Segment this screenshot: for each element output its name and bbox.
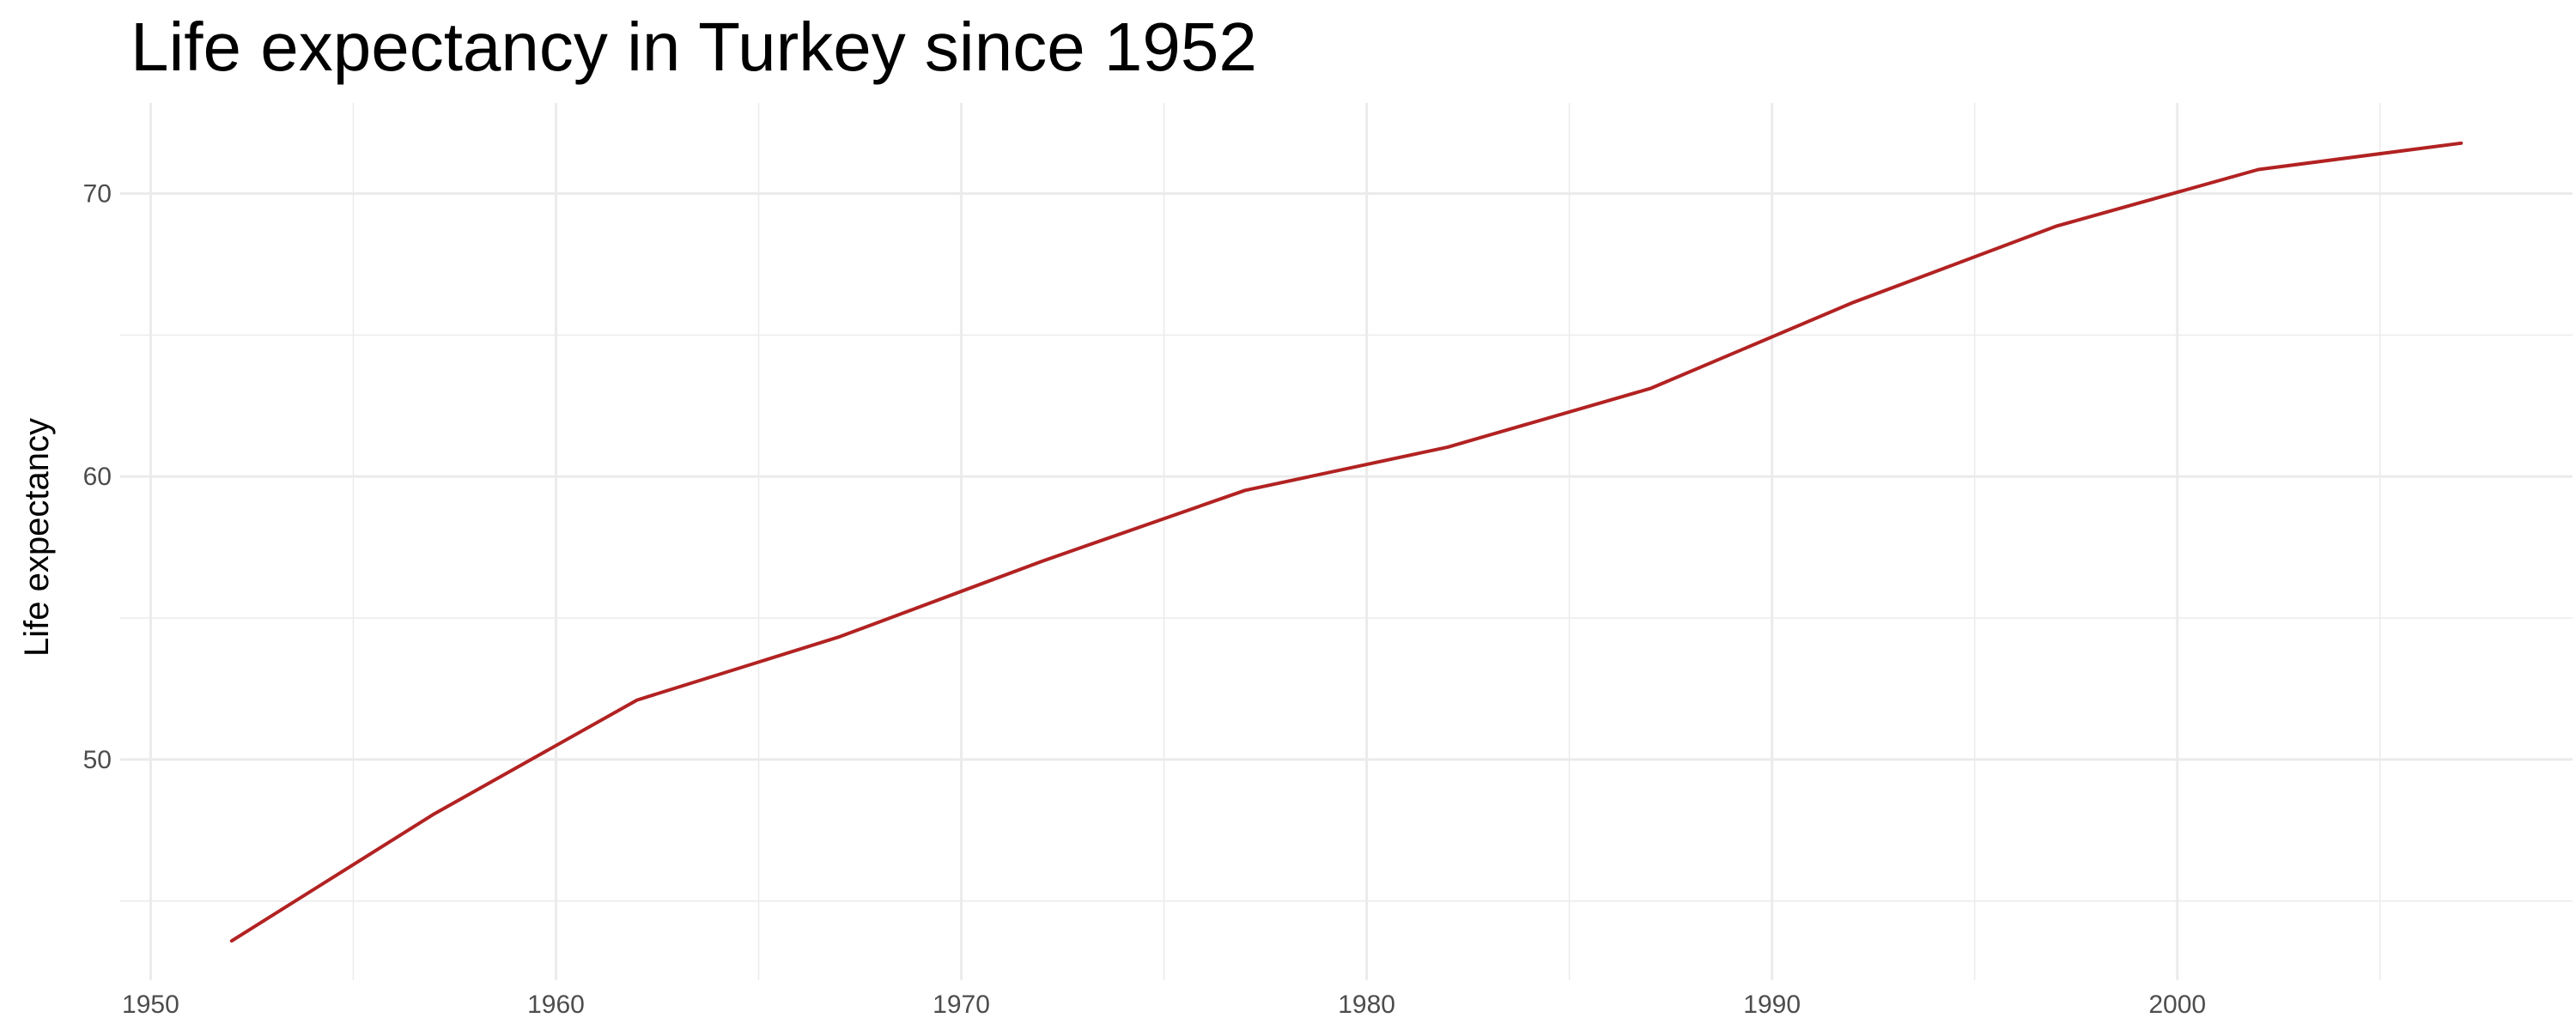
x-tick-label: 2000	[2148, 991, 2206, 1019]
series-layer	[229, 141, 2464, 943]
minor-gridlines	[120, 103, 2573, 980]
y-axis-title: Life expectancy	[18, 418, 56, 657]
x-tick-label: 1970	[933, 991, 990, 1019]
x-tick-label: 1960	[527, 991, 585, 1019]
major-gridlines	[120, 103, 2573, 980]
x-axis-tick-labels: 1950 1960 1970 1980 1990 2000	[122, 991, 2206, 1019]
chart-title: Life expectancy in Turkey since 1952	[131, 9, 1257, 85]
series-line	[229, 141, 2464, 943]
y-tick-label: 70	[83, 179, 112, 208]
y-axis-tick-labels: 50 60 70	[83, 179, 112, 773]
x-tick-label: 1950	[122, 991, 179, 1019]
x-tick-label: 1980	[1338, 991, 1395, 1019]
y-tick-label: 60	[83, 463, 112, 491]
x-tick-label: 1990	[1743, 991, 1801, 1019]
y-tick-label: 50	[83, 746, 112, 774]
